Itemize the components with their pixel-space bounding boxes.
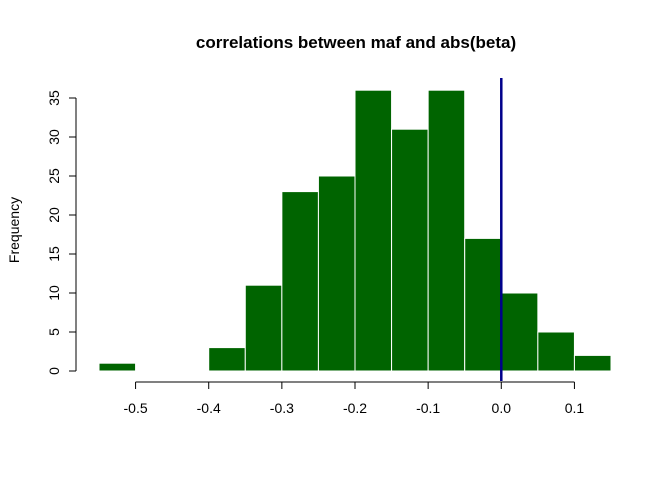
- x-tick-label: -0.1: [416, 400, 440, 416]
- histogram-bar: [573, 354, 612, 372]
- histogram-bar: [244, 284, 283, 372]
- y-tick-label: 15: [46, 246, 62, 262]
- x-tick-label: -0.4: [197, 400, 221, 416]
- x-tick-label: -0.2: [343, 400, 367, 416]
- histogram-bar: [427, 89, 466, 372]
- histogram-bar: [317, 175, 356, 372]
- histogram-bar: [391, 128, 429, 372]
- x-tick-label: 0.1: [565, 400, 585, 416]
- x-tick-label: -0.5: [124, 400, 148, 416]
- histogram-bar: [98, 362, 137, 372]
- x-axis: -0.5 -0.4 -0.3 -0.2 -0.1 0.0 0.1: [124, 381, 585, 416]
- chart-title: correlations between maf and abs(beta): [196, 33, 516, 52]
- histogram-bar: [354, 89, 393, 372]
- x-tick-label: -0.3: [270, 400, 294, 416]
- histogram-bar: [208, 347, 246, 372]
- y-tick-label: 0: [46, 367, 62, 375]
- y-tick-label: 10: [46, 285, 62, 301]
- y-axis-label: Frequency: [6, 197, 22, 263]
- histogram-bar: [281, 191, 319, 372]
- histogram-bar: [464, 237, 502, 372]
- y-tick-label: 5: [46, 328, 62, 336]
- histogram-bar: [500, 292, 539, 372]
- y-tick-label: 30: [46, 129, 62, 145]
- bars-group: [98, 89, 612, 372]
- y-axis: 0 5 10 15 20 25 30 35: [46, 90, 77, 375]
- y-tick-label: 20: [46, 207, 62, 223]
- y-tick-label: 25: [46, 168, 62, 184]
- x-tick-label: 0.0: [492, 400, 512, 416]
- histogram-bar: [537, 331, 575, 372]
- y-tick-label: 35: [46, 90, 62, 106]
